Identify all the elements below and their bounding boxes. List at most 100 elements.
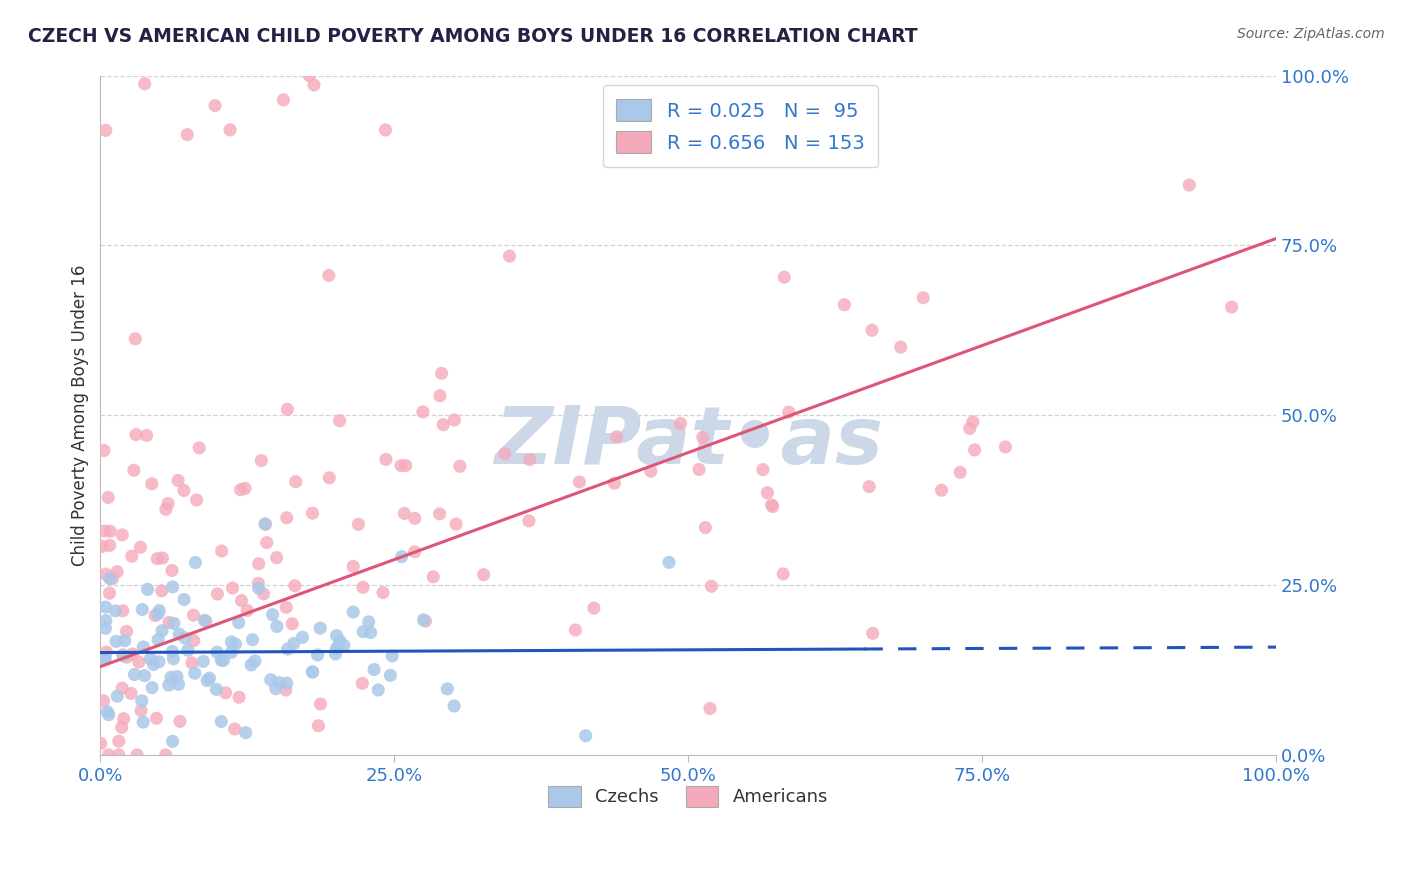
Point [357, 615, 380, 629]
Point [834, 298, 856, 312]
Point [162, 734, 184, 748]
Point [157, 615, 180, 630]
Point [342, 605, 364, 619]
Point [124, 667, 146, 681]
Point [162, 652, 184, 666]
Point [603, 476, 626, 491]
Point [1220, 300, 1243, 314]
Point [412, 613, 434, 627]
Point [183, 608, 205, 623]
Point [160, 564, 183, 578]
Point [135, 428, 157, 442]
Point [228, 615, 250, 630]
Point [247, 581, 270, 595]
Point [193, 613, 215, 627]
Point [318, 471, 340, 485]
Point [395, 458, 418, 473]
Point [97, 707, 120, 722]
Point [136, 582, 159, 597]
Point [141, 476, 163, 491]
Point [94, 123, 117, 137]
Point [94, 524, 117, 538]
Point [107, 747, 129, 762]
Point [221, 635, 243, 649]
Point [105, 689, 128, 703]
Point [188, 441, 211, 455]
Point [184, 556, 207, 570]
Point [367, 682, 389, 697]
Point [443, 413, 465, 427]
Point [342, 559, 364, 574]
Point [94, 651, 117, 665]
Point [162, 580, 184, 594]
Point [394, 507, 416, 521]
Point [266, 619, 288, 633]
Point [443, 698, 465, 713]
Point [658, 556, 681, 570]
Point [517, 514, 540, 528]
Point [371, 585, 394, 599]
Point [181, 656, 204, 670]
Point [404, 545, 426, 559]
Point [252, 587, 274, 601]
Point [688, 462, 710, 476]
Point [472, 567, 495, 582]
Point [105, 565, 128, 579]
Point [97, 491, 120, 505]
Point [374, 123, 396, 137]
Point [96, 705, 118, 719]
Point [309, 697, 332, 711]
Point [858, 480, 880, 494]
Point [250, 453, 273, 467]
Point [209, 653, 232, 667]
Point [221, 645, 243, 659]
Point [194, 615, 217, 629]
Point [240, 657, 263, 672]
Point [949, 466, 972, 480]
Point [772, 566, 794, 581]
Point [963, 442, 986, 457]
Point [219, 123, 242, 137]
Point [112, 712, 135, 726]
Point [184, 666, 207, 681]
Point [128, 655, 150, 669]
Point [131, 694, 153, 708]
Point [115, 624, 138, 639]
Point [260, 673, 283, 687]
Point [276, 676, 298, 690]
Point [167, 677, 190, 691]
Point [163, 616, 186, 631]
Point [212, 653, 235, 667]
Point [93, 694, 115, 708]
Point [148, 632, 170, 647]
Point [318, 268, 340, 283]
Point [519, 452, 541, 467]
Point [302, 78, 325, 92]
Point [700, 579, 723, 593]
Point [266, 550, 288, 565]
Point [284, 579, 307, 593]
Point [205, 645, 228, 659]
Point [959, 421, 981, 435]
Point [301, 665, 323, 679]
Point [912, 291, 935, 305]
Point [276, 510, 298, 524]
Point [105, 634, 128, 648]
Point [375, 452, 398, 467]
Point [145, 711, 167, 725]
Point [564, 623, 586, 637]
Point [134, 668, 156, 682]
Text: Source: ZipAtlas.com: Source: ZipAtlas.com [1237, 27, 1385, 41]
Point [209, 714, 232, 729]
Point [277, 642, 299, 657]
Point [120, 686, 142, 700]
Point [498, 249, 520, 263]
Point [309, 621, 332, 635]
Point [281, 616, 304, 631]
Point [761, 498, 783, 512]
Point [236, 603, 259, 617]
Point [121, 549, 143, 564]
Point [104, 604, 127, 618]
Point [264, 681, 287, 696]
Point [862, 626, 884, 640]
